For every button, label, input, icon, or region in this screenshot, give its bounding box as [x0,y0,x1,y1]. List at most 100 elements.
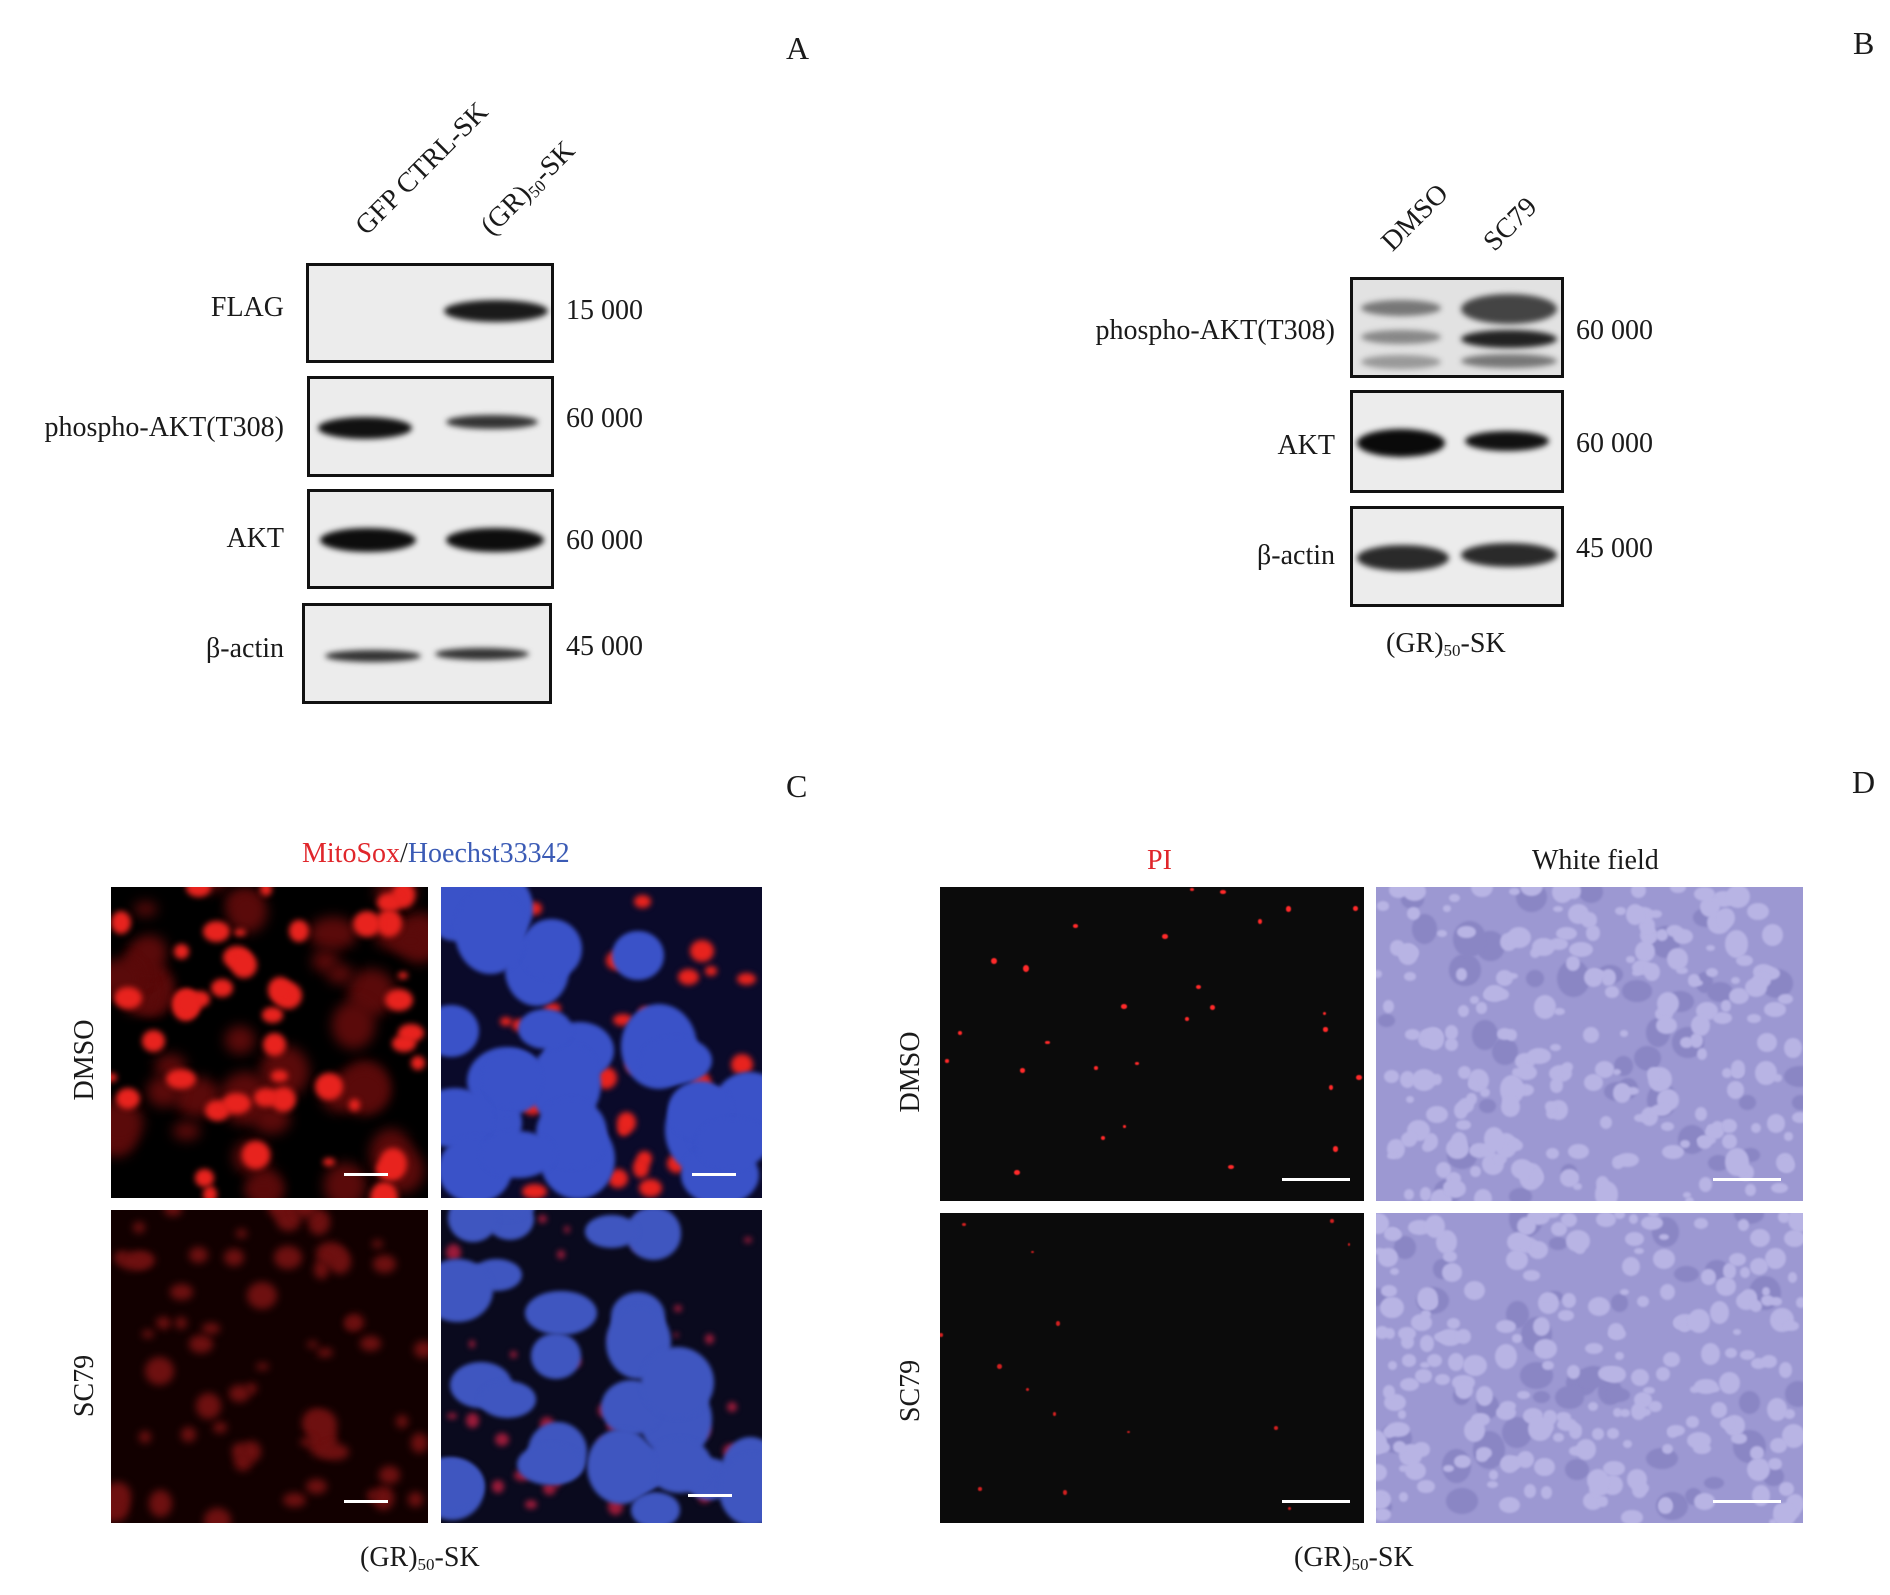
mitochondria-signal [313,1260,330,1279]
mitochondria-signal [188,1247,208,1264]
cell [1704,1477,1725,1490]
panel-label-a: A [786,30,810,66]
cell [1633,1113,1648,1123]
image-pi-dmso [940,887,1364,1201]
cell [1613,1407,1622,1417]
cell [1708,1155,1730,1172]
image-white-field-dmso [1376,887,1803,1201]
mitochondria-signal [466,1413,480,1428]
nucleus [646,1438,712,1493]
cell [1707,981,1734,1002]
cell [1736,954,1754,967]
cell [1444,1179,1466,1198]
cell [1788,1213,1803,1232]
cell [1755,1060,1778,1086]
cell [1722,1263,1736,1279]
mitochondria-signal [202,1186,217,1198]
pi-positive-cell [1288,1507,1291,1511]
cell [1686,1415,1699,1428]
cell [1627,1469,1648,1490]
mitochondria-signal [500,1017,513,1026]
cell [1463,1280,1486,1301]
pi-positive-cell [940,1333,943,1337]
cell [1474,1188,1492,1201]
mitochondria-signal [242,1141,271,1169]
mitochondria-signal [144,1356,175,1386]
cell [1624,1231,1645,1246]
cell [1545,1106,1557,1120]
pi-positive-cell [962,1223,966,1227]
cell [1445,1037,1459,1052]
cell [1586,1468,1609,1492]
cell [1625,1087,1639,1096]
cell [1500,1454,1520,1473]
cell [1431,1073,1442,1086]
cell [1633,1045,1661,1070]
cell [1739,1267,1750,1279]
nucleus [612,931,664,980]
mitochondria-signal [678,968,700,985]
cell [1637,1296,1649,1308]
cell [1731,1067,1744,1078]
cell [1749,1258,1769,1275]
panel-c-title: MitoSox/Hoechst33342 [302,838,570,870]
pi-positive-cell [1122,1125,1127,1128]
nucleus [525,1291,597,1336]
cell [1383,1000,1394,1013]
cell [1376,900,1389,911]
cell [1393,1440,1406,1454]
mw-label: 15 000 [566,295,643,326]
cell [1500,1097,1520,1117]
cell [1405,1462,1427,1481]
mitochondria-signal [510,1350,517,1359]
pi-positive-cell [1228,1165,1234,1170]
mitochondria-signal [328,1248,351,1275]
mitochondria-signal [731,1053,754,1075]
blot-akt [307,489,554,589]
cell [1606,1428,1620,1440]
mitochondria-signal [410,1432,428,1453]
image-merge-dmso [441,887,762,1198]
mitochondria-signal [322,1158,336,1167]
pi-positive-cell [1120,1004,1127,1009]
nucleus [480,1131,556,1179]
cell [1389,1267,1400,1276]
mitochondria-signal [372,1254,397,1273]
cell [1595,1181,1619,1201]
cell [1484,984,1505,1003]
cell [1495,1343,1518,1369]
cell [1700,896,1720,917]
cell [1591,1427,1605,1440]
mw-label: 60 000 [566,525,643,556]
cell [1783,1065,1803,1087]
cell [1626,956,1635,963]
mitochondria-signal [543,1482,557,1496]
mitochondria-signal [181,1426,197,1443]
cell [1630,887,1646,898]
column-header-pi: PI [1147,845,1172,876]
cell [1761,1295,1774,1306]
blot-phospho-akt [1350,277,1564,378]
cell [1778,1362,1792,1378]
cell [1380,1285,1397,1297]
mw-label: 60 000 [566,403,643,434]
cell [1621,980,1652,1002]
mitochondria-signal [111,1482,131,1510]
cell [1548,1237,1568,1250]
cell [1404,1029,1421,1041]
mitochondria-signal [413,1340,428,1359]
cell [1507,926,1531,948]
mitochondria-signal [307,1210,331,1235]
nucleus [718,1454,762,1523]
cell [1588,968,1605,979]
cell [1620,1288,1629,1295]
image-mitosox-sc79 [111,1210,428,1523]
pi-positive-cell [1063,1490,1067,1495]
blot-beta-actin [1350,506,1564,607]
cell [1419,1335,1434,1352]
cell [1594,1060,1615,1078]
pi-positive-cell [991,958,997,965]
antibody-label: β-actin [1257,540,1335,571]
caption-sub: 50 [417,1555,435,1574]
cell [1749,1300,1763,1312]
